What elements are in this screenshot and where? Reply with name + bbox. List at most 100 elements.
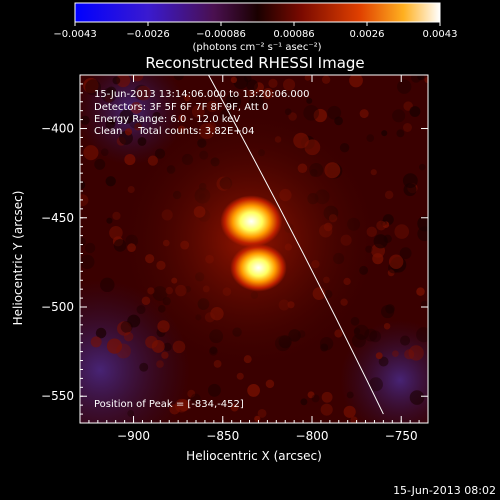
residual-speckle [169,404,180,415]
residual-speckle [380,304,395,319]
residual-speckle [257,408,267,418]
residual-speckle [311,394,320,403]
peak-position-label: Position of Peak = [-834,-452] [94,399,244,410]
residual-speckle [359,109,369,119]
residual-speckle [80,194,89,207]
residual-speckle [119,109,134,124]
residual-speckle [83,145,99,161]
y-tick-label: −550 [41,389,74,403]
colorbar [74,2,441,23]
residual-speckle [404,349,415,360]
residual-speckle [351,333,366,348]
info-line-time: 15-Jun-2013 13:14:06.000 to 13:20:06.000 [94,89,310,100]
residual-speckle [116,75,131,88]
residual-speckle [131,75,144,82]
residual-speckle [246,79,258,92]
residual-speckle [80,115,90,125]
residual-speckle [399,247,412,260]
residual-speckle [262,87,274,99]
residual-speckle [417,215,428,232]
residual-speckle [321,75,331,84]
colorbar-tick-label: −0.0026 [126,29,169,40]
residual-speckle [306,97,313,104]
x-tick-label: −900 [117,429,150,443]
residual-speckle [247,384,260,397]
y-tick-label: −450 [41,211,74,225]
residual-speckle [187,389,196,398]
x-tick-label: −750 [385,429,418,443]
residual-speckle [133,84,150,101]
residual-speckle [190,393,201,404]
residual-speckle [230,76,238,84]
info-line-detectors: Detectors: 3F 5F 6F 7F 8F 9F, Att 0 [94,102,268,113]
residual-speckle [139,362,149,372]
residual-speckle [106,86,117,97]
residual-speckle [343,405,356,418]
residual-speckle [384,190,394,200]
residual-speckle [156,360,164,368]
residual-speckle [383,322,391,330]
colorbar-tick-label: −0.0043 [53,29,96,40]
residual-speckle [94,158,106,170]
residual-speckle [368,377,383,392]
residual-speckle [300,398,308,406]
residual-speckle [408,345,424,361]
residual-speckle [136,85,152,101]
colorbar-ticks: −0.0043 −0.0026 −0.00086 0.00086 0.0026 0.004… [53,22,458,40]
residual-speckle [161,351,169,359]
residual-speckle [419,163,426,171]
colorbar-tick-label: −0.00086 [196,29,246,40]
residual-speckle [400,335,411,346]
residual-speckle [112,76,121,85]
emission-source [220,195,283,248]
x-tick-label: −800 [296,429,329,443]
residual-speckle [84,242,96,254]
residual-speckle [409,106,421,117]
residual-speckle [265,379,275,389]
heatmap-image [80,75,428,423]
residual-speckle [80,237,86,247]
residual-speckle [392,350,399,358]
colorbar-tick-label: 0.0043 [423,29,458,40]
x-tick-label: −850 [206,429,239,443]
residual-speckle [364,328,378,342]
emission-source [230,243,287,292]
residual-speckle [385,304,395,314]
colorbar-tick-label: 0.0026 [350,29,385,40]
residual-speckle [388,254,404,269]
residual-speckle [101,88,117,103]
plot-frame [79,74,429,424]
residual-speckle [304,75,311,81]
y-tick-label: −400 [41,122,74,136]
residual-speckle [106,217,113,224]
residual-speckle [124,128,133,136]
residual-speckle [243,75,252,83]
solar-limb-line [208,75,384,415]
residual-speckle [90,336,102,348]
residual-speckle [416,327,428,343]
residual-speckle [177,399,190,412]
residual-speckle [327,105,342,120]
x-axis-label: Heliocentric X (arcsec) [186,449,322,463]
residual-speckle [396,129,405,138]
residual-speckle [173,75,185,81]
residual-speckle [403,183,417,197]
residual-speckle [80,254,95,270]
residual-speckle [409,390,425,405]
residual-speckle [124,154,136,166]
residual-speckle [95,327,107,339]
residual-speckle [100,277,115,293]
residual-speckle [152,111,162,121]
residual-speckle [123,331,134,342]
residual-speckle [105,176,116,187]
residual-speckle [101,148,109,156]
residual-speckle [410,75,422,83]
residual-speckle [416,287,425,296]
residual-speckle [183,94,191,102]
residual-speckle [350,416,358,423]
residual-speckle [283,78,296,91]
residual-speckle [424,76,428,84]
residual-speckle [104,94,113,103]
residual-speckle [130,102,143,114]
residual-speckle [137,137,147,146]
